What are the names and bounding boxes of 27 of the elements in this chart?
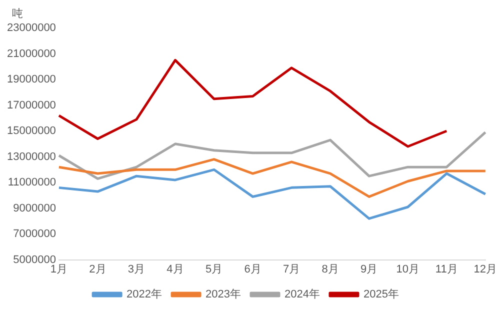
y-tick-label: 5000000 (13, 254, 56, 266)
x-tick-label: 6月 (244, 263, 262, 276)
x-tick-label: 11月 (435, 263, 458, 276)
x-tick-label: 7月 (282, 263, 300, 276)
x-tick-label: 5月 (205, 263, 223, 276)
x-tick-label: 9月 (360, 263, 378, 276)
y-tick-label: 11000000 (8, 176, 56, 189)
x-tick-label: 1月 (50, 263, 68, 276)
y-tick-label: 13000000 (6, 150, 56, 163)
legend-label: 2025年 (363, 288, 399, 301)
y-tick-label: 23000000 (6, 22, 56, 34)
x-tick-label: 10月 (396, 263, 420, 276)
y-tick-label: 15000000 (6, 125, 56, 138)
y-tick-label: 21000000 (6, 48, 56, 60)
x-tick-label: 2月 (89, 263, 106, 276)
y-tick-label: 9000000 (13, 202, 56, 214)
legend-label: 2022年 (126, 288, 162, 301)
x-tick-label: 3月 (128, 263, 146, 276)
y-tick-label: 7000000 (13, 228, 56, 240)
legend-label: 2024年 (284, 288, 320, 301)
y-tick-label: 17000000 (6, 99, 56, 112)
x-tick-label: 4月 (166, 263, 184, 276)
x-tick-label: 12月 (474, 263, 498, 276)
y-axis-title: 吨 (12, 7, 23, 20)
y-tick-label: 19000000 (6, 74, 56, 86)
legend-label: 2023年 (206, 288, 242, 301)
x-tick-label: 8月 (322, 263, 339, 276)
